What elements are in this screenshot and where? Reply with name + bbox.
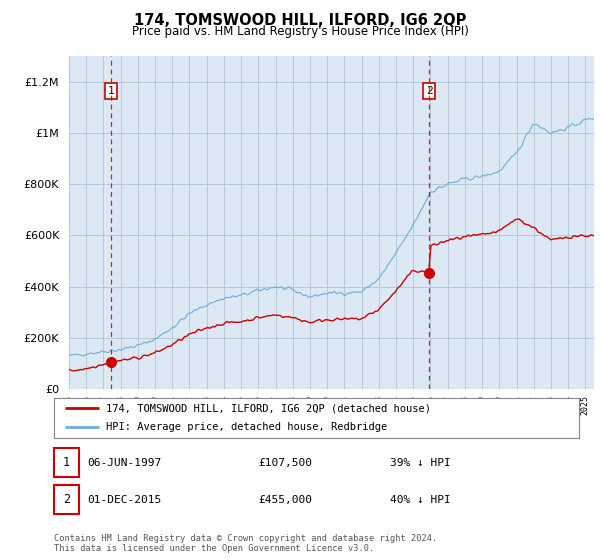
Text: HPI: Average price, detached house, Redbridge: HPI: Average price, detached house, Redb… <box>107 422 388 432</box>
Text: Contains HM Land Registry data © Crown copyright and database right 2024.
This d: Contains HM Land Registry data © Crown c… <box>54 534 437 553</box>
Text: 1: 1 <box>107 86 115 96</box>
Text: 39% ↓ HPI: 39% ↓ HPI <box>390 458 451 468</box>
Text: 01-DEC-2015: 01-DEC-2015 <box>87 494 161 505</box>
Text: 2: 2 <box>426 86 433 96</box>
Text: 1: 1 <box>63 456 70 469</box>
Text: £455,000: £455,000 <box>258 494 312 505</box>
Text: 06-JUN-1997: 06-JUN-1997 <box>87 458 161 468</box>
Text: 40% ↓ HPI: 40% ↓ HPI <box>390 494 451 505</box>
Text: 174, TOMSWOOD HILL, ILFORD, IG6 2QP (detached house): 174, TOMSWOOD HILL, ILFORD, IG6 2QP (det… <box>107 404 431 413</box>
Text: 174, TOMSWOOD HILL, ILFORD, IG6 2QP: 174, TOMSWOOD HILL, ILFORD, IG6 2QP <box>134 13 466 28</box>
Text: £107,500: £107,500 <box>258 458 312 468</box>
Text: Price paid vs. HM Land Registry's House Price Index (HPI): Price paid vs. HM Land Registry's House … <box>131 25 469 38</box>
Text: 2: 2 <box>63 493 70 506</box>
